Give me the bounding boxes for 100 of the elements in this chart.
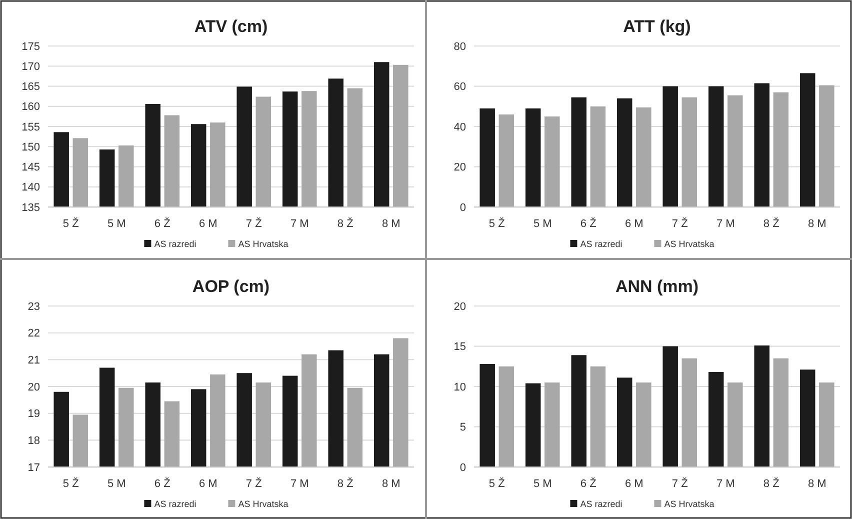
y-tick-label: 0 [460,202,466,214]
y-tick-label: 10 [454,381,466,394]
bar [773,92,789,207]
chart-title: ATV (cm) [194,17,268,36]
y-tick-label: 60 [454,81,466,94]
x-tick-label: 6 M [198,218,218,230]
bar [682,358,698,467]
bar [800,370,816,467]
y-tick-label: 140 [22,182,40,194]
x-tick-label: 6 M [624,478,644,490]
chart-title: ANN (mm) [615,277,699,296]
bar [525,383,541,467]
bar [590,106,606,207]
y-tick-label: 145 [22,162,40,174]
x-tick-label: 6 M [624,218,644,230]
bar [754,83,770,207]
y-tick-label: 20 [454,300,466,313]
y-tick-label: 5 [460,422,466,434]
y-tick-label: 150 [22,141,40,154]
x-tick-label: 5 Ž [62,217,80,230]
bar [819,382,834,467]
x-tick-label: 5 Ž [488,217,506,230]
y-tick-label: 155 [22,121,40,134]
bar [480,364,495,467]
x-tick-label: 7 M [716,478,735,490]
legend-label: AS Hrvatska [664,499,714,509]
bar [728,95,743,207]
legend-label: AS Hrvatska [238,239,288,249]
x-tick-label: 5 M [533,478,552,490]
y-tick-label: 15 [454,341,466,354]
y-tick-label: 20 [454,162,466,174]
x-tick-label: 8 Ž [337,477,354,490]
legend-label: AS razredi [154,499,196,509]
bar [662,86,678,207]
y-tick-label: 20 [28,381,40,394]
legend-label: AS Hrvatska [238,499,288,509]
x-tick-label: 5 M [107,218,126,230]
y-tick-label: 22 [28,328,40,340]
bar [571,355,586,467]
y-tick-label: 0 [460,462,466,474]
x-tick-label: 7 M [290,218,309,230]
bar [754,345,770,467]
bar [498,366,514,467]
x-tick-label: 6 Ž [580,477,597,490]
y-tick-label: 21 [28,354,40,367]
bar [616,98,632,207]
chart-title: AOP (cm) [192,277,270,296]
x-tick-label: 6 Ž [154,477,171,490]
legend-label: AS razredi [580,239,622,249]
bar [571,97,586,207]
x-tick-label: 8 M [808,478,826,490]
y-tick-label: 18 [28,435,40,448]
y-tick-label: 170 [22,60,40,73]
y-tick-label: 160 [22,101,40,114]
bar [800,73,816,207]
x-tick-label: 5 Ž [62,477,80,490]
x-tick-label: 8 Ž [763,477,780,490]
y-tick-label: 23 [28,300,40,313]
bar [636,382,652,467]
x-tick-label: 7 Ž [246,477,262,490]
legend-label: AS razredi [154,239,196,249]
x-tick-label: 8 Ž [763,217,780,230]
x-tick-label: 6 Ž [580,217,597,230]
bar [480,108,495,207]
y-tick-label: 175 [22,40,40,53]
bar [708,86,724,207]
x-tick-label: 8 M [808,218,826,230]
bar [728,382,743,467]
legend-label: AS razredi [580,499,622,509]
bar [590,366,606,467]
x-tick-label: 8 Ž [337,217,354,230]
legend-label: AS Hrvatska [664,239,714,249]
bar [682,97,698,207]
x-tick-label: 8 M [382,218,400,230]
x-tick-label: 7 M [716,218,735,230]
x-tick-label: 5 M [107,478,126,490]
y-tick-label: 17 [28,462,40,474]
x-tick-label: 5 Ž [488,477,506,490]
x-tick-label: 7 M [290,478,309,490]
bar [708,372,724,467]
x-tick-label: 5 M [533,218,552,230]
x-tick-label: 7 Ž [672,217,688,230]
y-tick-label: 40 [454,121,466,134]
y-tick-label: 80 [454,40,466,53]
bar [662,346,678,467]
x-tick-label: 6 Ž [154,217,171,230]
y-tick-label: 135 [22,202,40,214]
bar [498,114,514,207]
bar [525,108,541,207]
chart-title: ATT (kg) [623,17,691,36]
bar [636,107,652,207]
y-tick-label: 165 [22,81,40,94]
x-tick-label: 7 Ž [246,217,262,230]
y-tick-label: 19 [28,408,40,420]
x-tick-label: 6 M [198,478,218,490]
x-tick-label: 8 M [382,478,400,490]
bar [819,85,834,207]
x-tick-label: 7 Ž [672,477,688,490]
bar [616,378,632,467]
bar [773,358,789,467]
